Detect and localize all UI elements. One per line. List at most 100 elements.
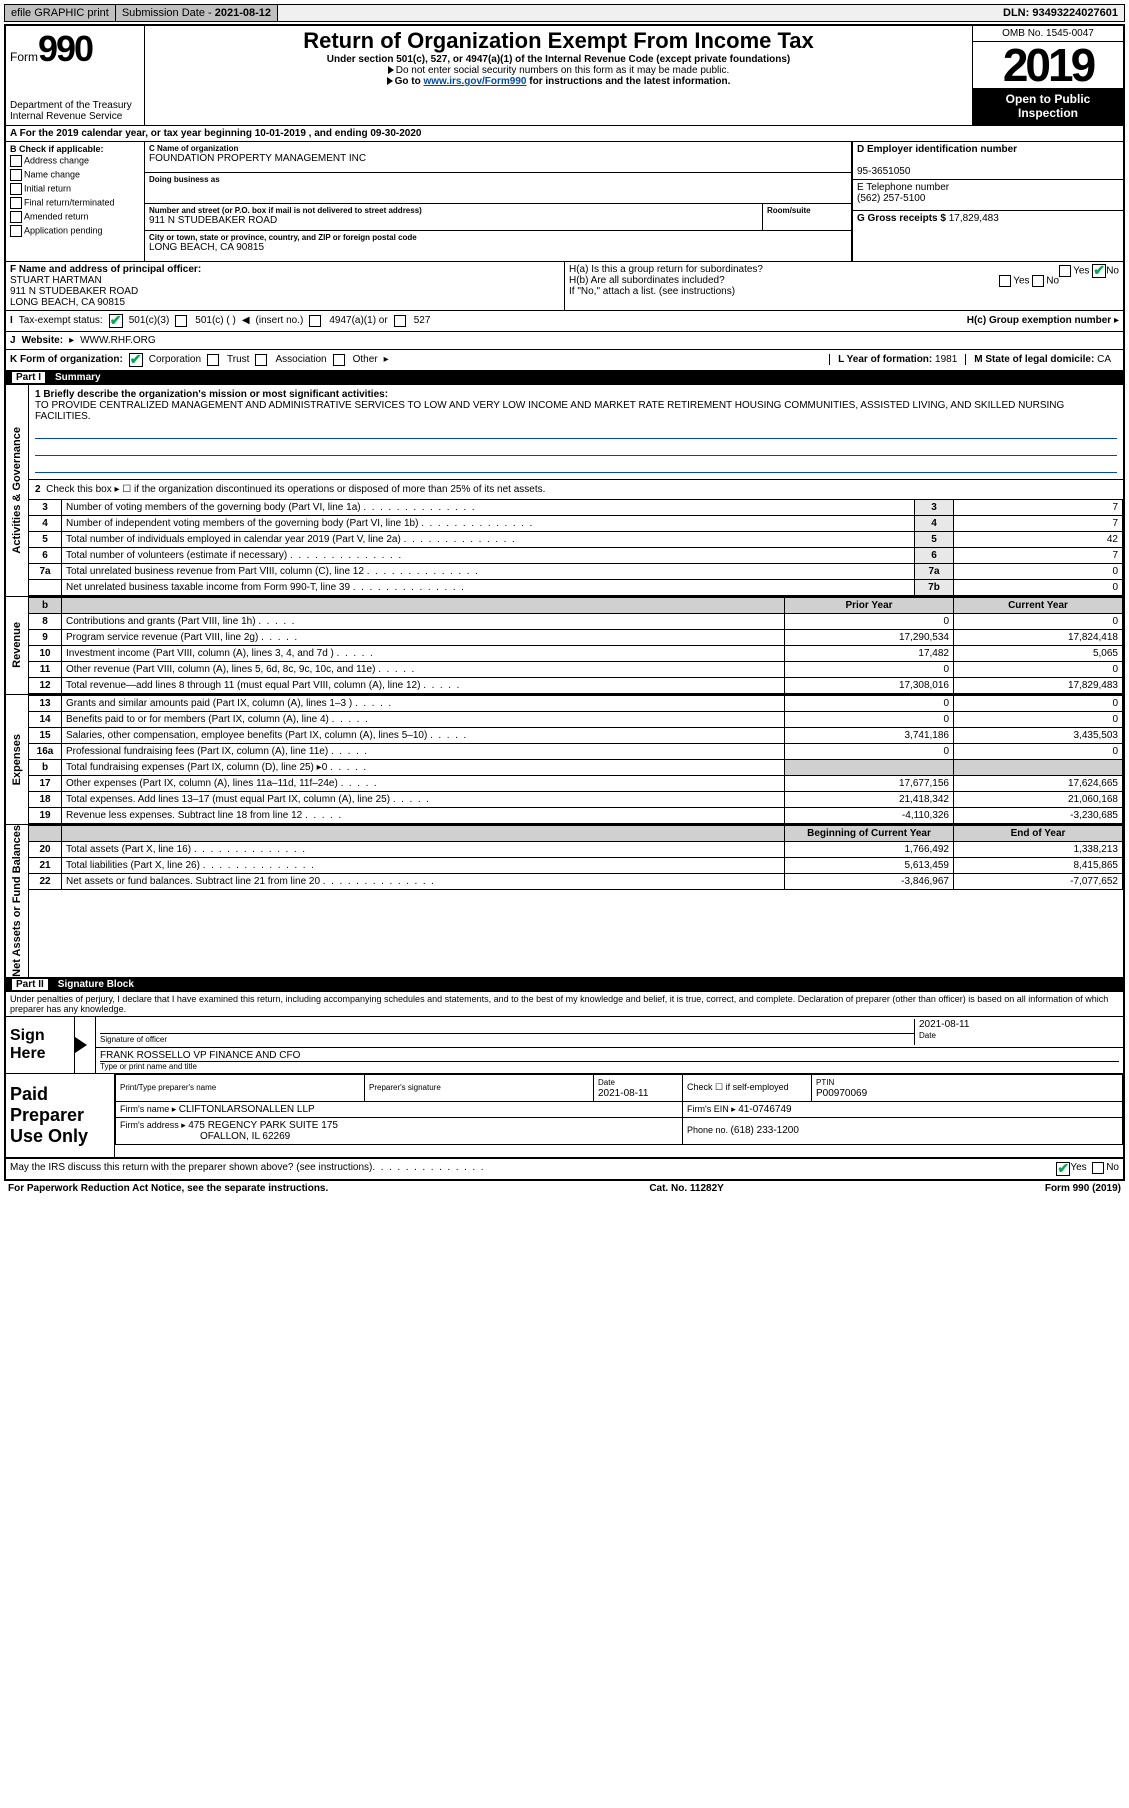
trust-checkbox[interactable]	[207, 354, 219, 366]
dln-label: DLN: 93493224027601	[997, 5, 1124, 21]
table-row: 20 Total assets (Part X, line 16) 1,766,…	[29, 841, 1123, 857]
street-label: Number and street (or P.O. box if mail i…	[149, 206, 758, 215]
preparer-date-label: Date	[598, 1078, 615, 1087]
h-a-label: H(a) Is this a group return for subordin…	[569, 264, 763, 275]
other-checkbox[interactable]	[333, 354, 345, 366]
blank-line	[35, 441, 1117, 456]
preparer-table: Print/Type preparer's name Preparer's si…	[115, 1074, 1123, 1145]
paid-preparer-label: Paid Preparer Use Only	[6, 1074, 115, 1157]
website-value: WWW.RHF.ORG	[80, 335, 156, 346]
table-row: b Total fundraising expenses (Part IX, c…	[29, 759, 1123, 775]
sig-officer-label: Signature of officer	[100, 1035, 167, 1044]
firm-addr-line2: OFALLON, IL 62269	[200, 1131, 290, 1142]
501c-checkbox[interactable]	[175, 315, 187, 327]
table-row: 3 Number of voting members of the govern…	[29, 499, 1123, 515]
ein-value: 95-3651050	[857, 166, 910, 177]
part-1-title: Summary	[55, 372, 101, 383]
officer-city: LONG BEACH, CA 90815	[10, 297, 125, 308]
expenses-table: 13 Grants and similar amounts paid (Part…	[29, 695, 1123, 824]
501c-label: 501(c) ( )	[195, 315, 236, 326]
501c3-label: 501(c)(3)	[129, 315, 170, 326]
arrow-icon	[75, 1037, 87, 1053]
footer-mid: Cat. No. 11282Y	[649, 1183, 723, 1194]
part-2-header: Part II Signature Block	[6, 977, 1123, 992]
table-row: 5 Total number of individuals employed i…	[29, 531, 1123, 547]
website-label: Website:	[22, 335, 64, 346]
form-title: Return of Organization Exempt From Incom…	[151, 28, 966, 54]
hb-yes-checkbox[interactable]	[999, 275, 1011, 287]
assoc-checkbox[interactable]	[255, 354, 267, 366]
city-label: City or town, state or province, country…	[149, 233, 847, 242]
501c3-checkbox[interactable]	[109, 314, 123, 328]
ha-no-checkbox[interactable]	[1092, 264, 1106, 278]
table-row: 21 Total liabilities (Part X, line 26) 5…	[29, 857, 1123, 873]
ein-label: D Employer identification number	[857, 144, 1017, 155]
discuss-yes-checkbox[interactable]	[1056, 1162, 1070, 1176]
part-2-title: Signature Block	[58, 979, 134, 990]
h-b-note: If "No," attach a list. (see instruction…	[569, 286, 1119, 297]
form-subtitle-3: Go to www.irs.gov/Form990 for instructio…	[151, 76, 966, 87]
hb-no-checkbox[interactable]	[1032, 275, 1044, 287]
ha-yes-checkbox[interactable]	[1059, 265, 1071, 277]
phone-value: (562) 257-5100	[857, 193, 925, 204]
address-change-checkbox[interactable]	[10, 155, 22, 167]
firm-ein: 41-0746749	[738, 1104, 791, 1115]
room-suite-label: Room/suite	[767, 206, 847, 215]
open-to-public: Open to PublicInspection	[973, 88, 1123, 125]
activities-governance-label: Activities & Governance	[6, 385, 29, 596]
revenue-label: Revenue	[6, 597, 29, 694]
tax-status-label: Tax-exempt status:	[19, 315, 103, 326]
form-container: Form990 Department of the Treasury Inter…	[4, 24, 1125, 1181]
name-change-label: Name change	[24, 169, 80, 179]
4947-label: 4947(a)(1) or	[329, 315, 387, 326]
527-checkbox[interactable]	[394, 315, 406, 327]
tax-year: 2019	[973, 42, 1123, 88]
dba-label: Doing business as	[149, 175, 847, 184]
form-subtitle-2: Do not enter social security numbers on …	[151, 65, 966, 76]
part-1-header: Part I Summary	[6, 370, 1123, 385]
b-label: B Check if applicable:	[10, 144, 104, 154]
net-assets-label: Net Assets or Fund Balances	[6, 825, 29, 977]
name-change-checkbox[interactable]	[10, 169, 22, 181]
i-label: I	[10, 315, 13, 326]
4947-checkbox[interactable]	[309, 315, 321, 327]
initial-return-label: Initial return	[24, 183, 71, 193]
m-label: M State of legal domicile:	[974, 354, 1097, 365]
application-pending-checkbox[interactable]	[10, 225, 22, 237]
table-row: 9 Program service revenue (Part VIII, li…	[29, 629, 1123, 645]
firm-phone: (618) 233-1200	[731, 1125, 799, 1136]
activities-governance-table: 3 Number of voting members of the govern…	[29, 499, 1123, 596]
gross-receipts-value: 17,829,483	[949, 213, 999, 224]
sign-here-label: Sign Here	[6, 1017, 75, 1073]
address-change-label: Address change	[24, 155, 89, 165]
corp-checkbox[interactable]	[129, 353, 143, 367]
table-row: 11 Other revenue (Part VIII, column (A),…	[29, 661, 1123, 677]
expenses-label: Expenses	[6, 695, 29, 824]
amended-return-label: Amended return	[24, 211, 89, 221]
mission-text: TO PROVIDE CENTRALIZED MANAGEMENT AND AD…	[35, 400, 1064, 422]
l-value: 1981	[935, 354, 957, 365]
initial-return-checkbox[interactable]	[10, 183, 22, 195]
efile-print-button[interactable]: efile GRAPHIC print	[5, 5, 116, 21]
h-c-label: H(c) Group exemption number	[967, 315, 1114, 326]
assoc-label: Association	[275, 354, 326, 365]
preparer-name-label: Print/Type preparer's name	[120, 1083, 216, 1092]
top-bar: efile GRAPHIC print Submission Date - 20…	[4, 4, 1125, 22]
self-employed-check[interactable]: Check ☐ if self-employed	[683, 1074, 812, 1101]
net-assets-table: Beginning of Current YearEnd of Year20 T…	[29, 825, 1123, 890]
submission-date-button[interactable]: Submission Date - 2021-08-12	[116, 5, 278, 21]
table-row: 16a Professional fundraising fees (Part …	[29, 743, 1123, 759]
form-990: 990	[38, 28, 92, 69]
discuss-no-checkbox[interactable]	[1092, 1162, 1104, 1174]
officer-name: STUART HARTMAN	[10, 275, 102, 286]
blank-line	[35, 424, 1117, 439]
irs-link[interactable]: www.irs.gov/Form990	[423, 76, 526, 87]
form-word: Form	[10, 50, 38, 64]
amended-return-checkbox[interactable]	[10, 211, 22, 223]
summary-section: Activities & Governance 1 Briefly descri…	[6, 385, 1123, 596]
final-return-checkbox[interactable]	[10, 197, 22, 209]
footer-right: Form 990 (2019)	[1045, 1183, 1121, 1194]
table-row: 18 Total expenses. Add lines 13–17 (must…	[29, 791, 1123, 807]
officer-street: 911 N STUDEBAKER ROAD	[10, 286, 138, 297]
phone-label: E Telephone number	[857, 182, 949, 193]
